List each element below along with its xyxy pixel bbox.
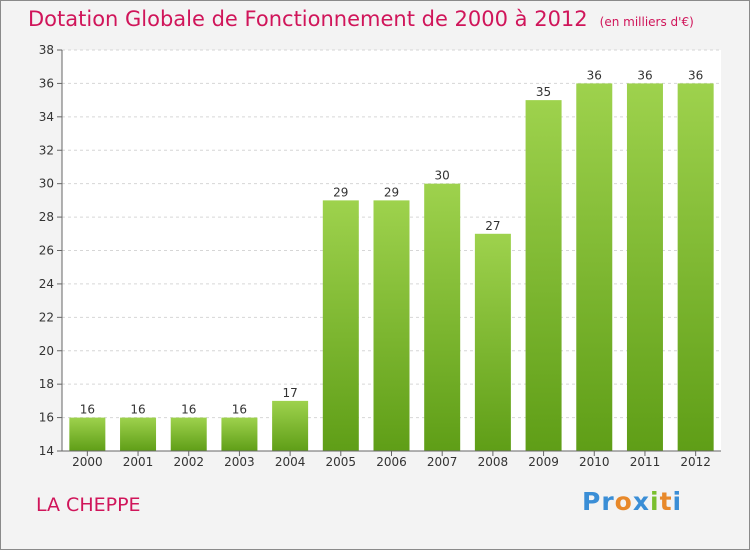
y-tick-label: 22 — [39, 310, 54, 324]
x-axis: 2000 2001 2002 2003 2004 2005 2006 2007 2008 2009… — [62, 450, 721, 469]
x-tick-label: 2012 — [680, 455, 711, 469]
x-tick-label: 2002 — [173, 455, 204, 469]
y-tick-label: 24 — [39, 277, 54, 291]
logo-letter: o — [614, 487, 633, 516]
bar-value-label: 17 — [282, 386, 297, 400]
x-tick-label: 2011 — [630, 455, 661, 469]
bar — [424, 183, 461, 451]
x-tick-label: 2006 — [376, 455, 407, 469]
x-tick-label: 2000 — [72, 455, 103, 469]
bar-value-label: 27 — [485, 219, 500, 233]
bar-value-label: 35 — [536, 85, 551, 99]
bar-value-label: 16 — [181, 403, 196, 417]
y-tick-label: 28 — [39, 210, 54, 224]
chart-title: Dotation Globale de Fonctionnement de 20… — [28, 7, 588, 31]
y-tick-label: 38 — [39, 43, 54, 57]
y-axis: 14 16 18 20 22 24 26 28 30 32 34 36 38 — [39, 43, 63, 458]
logo-letter: r — [601, 487, 615, 516]
y-tick-label: 14 — [39, 444, 54, 458]
logo-letter: x — [632, 487, 650, 516]
bar — [120, 417, 157, 451]
logo-letter: P — [582, 487, 602, 516]
proxiti-logo: Proxiti — [582, 487, 682, 516]
bar — [322, 200, 359, 451]
bar-value-label: 36 — [587, 68, 602, 82]
unit-note: (en milliers d'€) — [599, 15, 694, 29]
commune-name: LA CHEPPE — [36, 494, 141, 516]
bar-value-label: 16 — [130, 403, 145, 417]
y-tick-label: 16 — [39, 411, 54, 425]
y-tick-label: 32 — [39, 143, 54, 157]
x-tick-label: 2005 — [326, 455, 357, 469]
y-tick-label: 30 — [39, 177, 54, 191]
y-tick-label: 18 — [39, 377, 54, 391]
bar — [69, 417, 106, 451]
bar — [170, 417, 207, 451]
x-tick-label: 2003 — [224, 455, 255, 469]
bar-value-label: 29 — [333, 185, 348, 199]
bar — [626, 83, 663, 452]
bar-value-label: 16 — [232, 403, 247, 417]
x-tick-label: 2001 — [123, 455, 154, 469]
bar — [525, 100, 562, 451]
logo-letter: i — [650, 487, 660, 516]
x-tick-label: 2004 — [275, 455, 306, 469]
chart-title-block: Dotation Globale de Fonctionnement de 20… — [28, 7, 694, 31]
y-tick-label: 20 — [39, 344, 54, 358]
x-tick-label: 2009 — [528, 455, 559, 469]
x-tick-label: 2010 — [579, 455, 610, 469]
bar-value-label: 30 — [435, 169, 450, 183]
bar — [474, 233, 511, 451]
bar-value-label: 16 — [80, 403, 95, 417]
bar — [272, 400, 309, 451]
bar — [373, 200, 410, 451]
y-tick-label: 36 — [39, 76, 54, 90]
logo-letter: i — [672, 487, 683, 516]
bars — [69, 83, 714, 452]
bar — [677, 83, 714, 452]
value-labels: 16 16 16 16 17 29 29 30 27 35 36 36 36 — [80, 68, 704, 416]
bar-value-label: 29 — [384, 185, 399, 199]
y-tick-label: 34 — [39, 110, 54, 124]
logo-letter: t — [659, 487, 673, 516]
bar — [576, 83, 613, 452]
bar — [221, 417, 258, 451]
x-tick-label: 2008 — [478, 455, 509, 469]
bar-value-label: 36 — [688, 68, 703, 82]
y-tick-label: 26 — [39, 244, 54, 258]
bar-value-label: 36 — [637, 68, 652, 82]
x-tick-label: 2007 — [427, 455, 458, 469]
